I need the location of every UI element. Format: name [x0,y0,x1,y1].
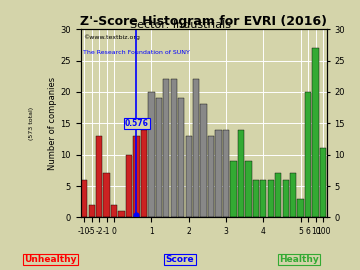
Bar [223,130,229,217]
Text: 0.576: 0.576 [125,119,149,128]
Bar [215,130,222,217]
Bar [267,180,274,217]
Bar [141,130,147,217]
Bar [238,130,244,217]
Y-axis label: Number of companies: Number of companies [48,77,57,170]
Bar [193,79,199,217]
Bar [148,92,154,217]
Bar [208,136,214,217]
Bar [111,205,117,217]
Bar [133,136,140,217]
Bar [245,161,252,217]
Bar [230,161,237,217]
Bar [312,48,319,217]
Bar [297,198,304,217]
Text: (573 total): (573 total) [29,107,34,140]
Bar [103,173,110,217]
Text: Score: Score [166,255,194,264]
Text: ©www.textbiz.org: ©www.textbiz.org [83,35,140,40]
Bar [178,98,184,217]
Bar [156,98,162,217]
Bar [305,92,311,217]
Bar [126,155,132,217]
Bar [201,104,207,217]
Text: The Research Foundation of SUNY: The Research Foundation of SUNY [83,50,190,55]
Text: Sector: Industrials: Sector: Industrials [130,20,230,30]
Bar [89,205,95,217]
Bar [253,180,259,217]
Bar [275,173,282,217]
Bar [118,211,125,217]
Title: Z'-Score Histogram for EVRI (2016): Z'-Score Histogram for EVRI (2016) [80,15,327,28]
Text: Unhealthy: Unhealthy [24,255,77,264]
Text: Healthy: Healthy [279,255,319,264]
Bar [81,180,87,217]
Bar [171,79,177,217]
Bar [283,180,289,217]
Bar [260,180,266,217]
Bar [163,79,170,217]
Bar [320,148,326,217]
Bar [96,136,102,217]
Bar [185,136,192,217]
Bar [290,173,296,217]
